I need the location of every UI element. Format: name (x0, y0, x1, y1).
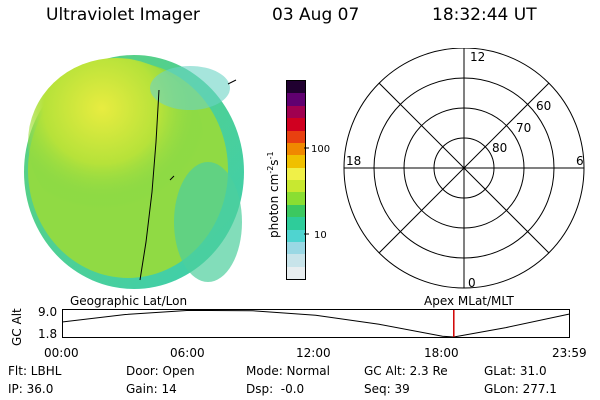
colorbar-segment (287, 266, 305, 279)
disk-limb-glow (150, 66, 230, 110)
timeline-xtick-0000: 00:00 (44, 346, 79, 360)
timeline-xtick-1800: 18:00 (424, 346, 459, 360)
colorbar-segment (287, 167, 305, 180)
orbit-tick-mark (227, 79, 237, 85)
ground-mark (169, 175, 175, 181)
timeline-right-title: Apex MLat/MLT (424, 294, 514, 308)
gc-alt-readout: GC Alt: 2.3 Re (364, 364, 448, 378)
door-readout: Door: Open (126, 364, 195, 378)
colorbar-segment (287, 254, 305, 267)
glat-readout: GLat: 31.0 (484, 364, 547, 378)
colorbar-tick-100: 100 (311, 144, 330, 155)
seq-readout: Seq: 39 (364, 382, 410, 396)
mode-readout: Mode: Normal (246, 364, 330, 378)
colorbar-unit-label: photon cm-2s-1 (266, 151, 281, 238)
lat-label-80: 80 (492, 141, 507, 155)
timeline-y-label: GC Alt (10, 308, 24, 346)
colorbar-segment (287, 229, 305, 242)
disk-dim-region (174, 162, 242, 282)
polar-mlt-plot: 12 18 6 0 60 70 80 (343, 48, 585, 290)
colorbar-segment (287, 130, 305, 143)
colorbar-axis: 100 10 (304, 144, 330, 241)
colorbar-segment (287, 93, 305, 106)
uv-image-disk (24, 55, 244, 289)
colorbar-segment (287, 155, 305, 168)
colorbar-segment (287, 81, 305, 94)
lat-label-70: 70 (516, 121, 531, 135)
mlt-label-12: 12 (470, 50, 485, 64)
mlt-label-6: 6 (576, 154, 584, 168)
instrument-title: Ultraviolet Imager (46, 5, 200, 25)
altitude-line (62, 309, 570, 338)
dsp-readout: Dsp: -0.0 (246, 382, 305, 396)
time-label: 18:32:44 UT (432, 5, 537, 25)
filter-readout: Flt: LBHL (8, 364, 62, 378)
lat-label-60: 60 (536, 99, 551, 113)
colorbar-segment (287, 204, 305, 218)
date-label: 03 Aug 07 (272, 5, 360, 25)
altitude-timeline-plot (62, 309, 570, 338)
terminator-line (139, 89, 160, 281)
polar-spoke-diag-2 (378, 82, 550, 254)
timeline-frame (62, 309, 570, 338)
timeline-ytick-9: 9.0 (38, 305, 58, 319)
colorbar-segment (287, 180, 305, 193)
ip-readout: IP: 36.0 (8, 382, 54, 396)
colorbar-segment (287, 118, 305, 131)
mlt-label-18: 18 (346, 154, 361, 168)
timeline-ytick-1-8: 1.8 (38, 327, 58, 341)
timeline-xtick-2359: 23:59 (552, 346, 587, 360)
colorbar-segment (287, 241, 305, 255)
timeline-xtick-1200: 12:00 (296, 346, 331, 360)
colorbar-segment (287, 105, 305, 119)
colorbar-segment (287, 217, 305, 230)
timeline-xtick-0600: 06:00 (170, 346, 205, 360)
glon-readout: GLon: 277.1 (484, 382, 557, 396)
colorbar-segment (287, 142, 305, 156)
timeline-left-title: Geographic Lat/Lon (70, 294, 188, 308)
gain-readout: Gain: 14 (126, 382, 177, 396)
colorbar-tick-10: 10 (314, 230, 327, 241)
colorbar (286, 80, 306, 280)
colorbar-segment (287, 192, 305, 205)
mlt-label-0: 0 (468, 276, 476, 290)
